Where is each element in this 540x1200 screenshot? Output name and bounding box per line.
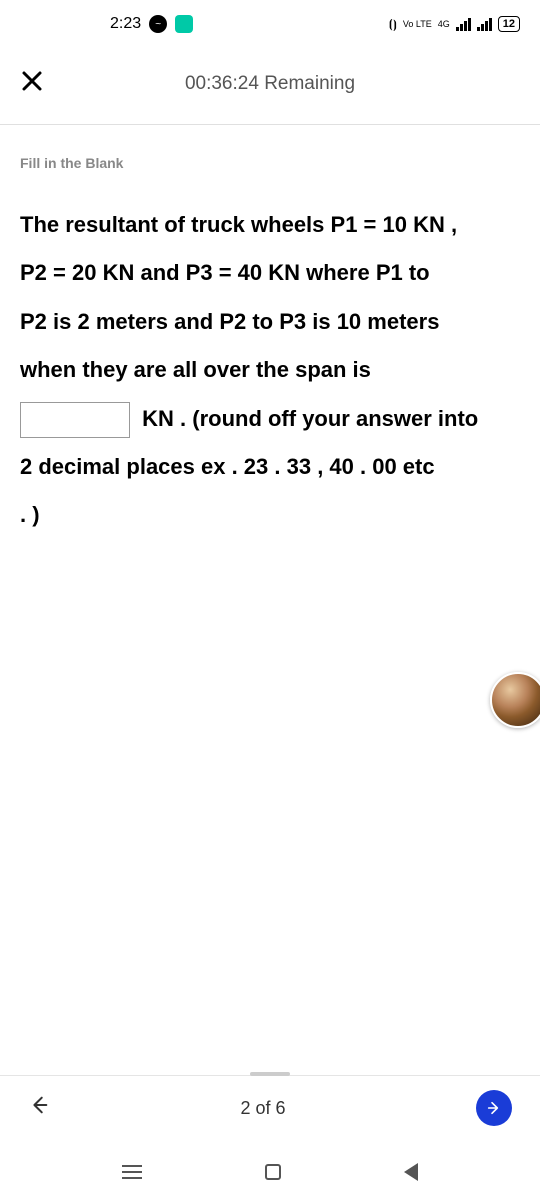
question-after-blank: KN . (round off your answer into xyxy=(142,406,478,431)
recent-apps-button[interactable] xyxy=(122,1165,142,1179)
network-4g-icon: 4G xyxy=(438,19,450,29)
status-bar: 2:23 ~ ⦗⦘ Vo LTE 4G 12 xyxy=(0,0,540,48)
vibrate-icon: ⦗⦘ xyxy=(389,17,397,32)
floating-avatar[interactable] xyxy=(490,672,540,728)
system-nav xyxy=(0,1144,540,1200)
signal-bars-icon xyxy=(456,18,471,31)
status-right: ⦗⦘ Vo LTE 4G 12 xyxy=(389,16,520,32)
next-button[interactable] xyxy=(476,1090,512,1126)
back-button[interactable] xyxy=(404,1163,418,1181)
drag-handle[interactable] xyxy=(250,1072,290,1076)
question-line-5: 2 decimal places ex . 23 . 33 , 40 . 00 … xyxy=(20,443,520,491)
question-line-4: when they are all over the span is xyxy=(20,346,520,394)
home-button[interactable] xyxy=(265,1164,281,1180)
close-button[interactable] xyxy=(20,68,52,100)
clock-time: 2:23 xyxy=(110,15,141,33)
status-left: 2:23 ~ xyxy=(20,15,193,33)
question-type-label: Fill in the Blank xyxy=(20,155,520,171)
bottom-nav: 2 of 6 xyxy=(0,1075,540,1140)
page-indicator: 2 of 6 xyxy=(240,1098,285,1119)
messenger-icon: ~ xyxy=(149,15,167,33)
volte-icon: Vo LTE xyxy=(403,20,432,29)
chat-icon xyxy=(175,15,193,33)
question-line-2: P2 = 20 KN and P3 = 40 KN where P1 to xyxy=(20,249,520,297)
question-line-3: P2 is 2 meters and P2 to P3 is 10 meters xyxy=(20,298,520,346)
battery-icon: 12 xyxy=(498,16,520,32)
answer-input[interactable] xyxy=(20,402,130,438)
question-line-1: The resultant of truck wheels P1 = 10 KN… xyxy=(20,201,520,249)
timer-row: 00:36:24 Remaining xyxy=(0,48,540,125)
question-line-6: . ) xyxy=(20,491,520,539)
question-content: Fill in the Blank The resultant of truck… xyxy=(0,125,540,540)
timer-remaining: 00:36:24 Remaining xyxy=(52,73,520,95)
question-body: The resultant of truck wheels P1 = 10 KN… xyxy=(20,201,520,540)
signal-bars-icon-2 xyxy=(477,18,492,31)
question-line-blank: KN . (round off your answer into xyxy=(20,395,520,443)
prev-button[interactable] xyxy=(28,1094,50,1123)
